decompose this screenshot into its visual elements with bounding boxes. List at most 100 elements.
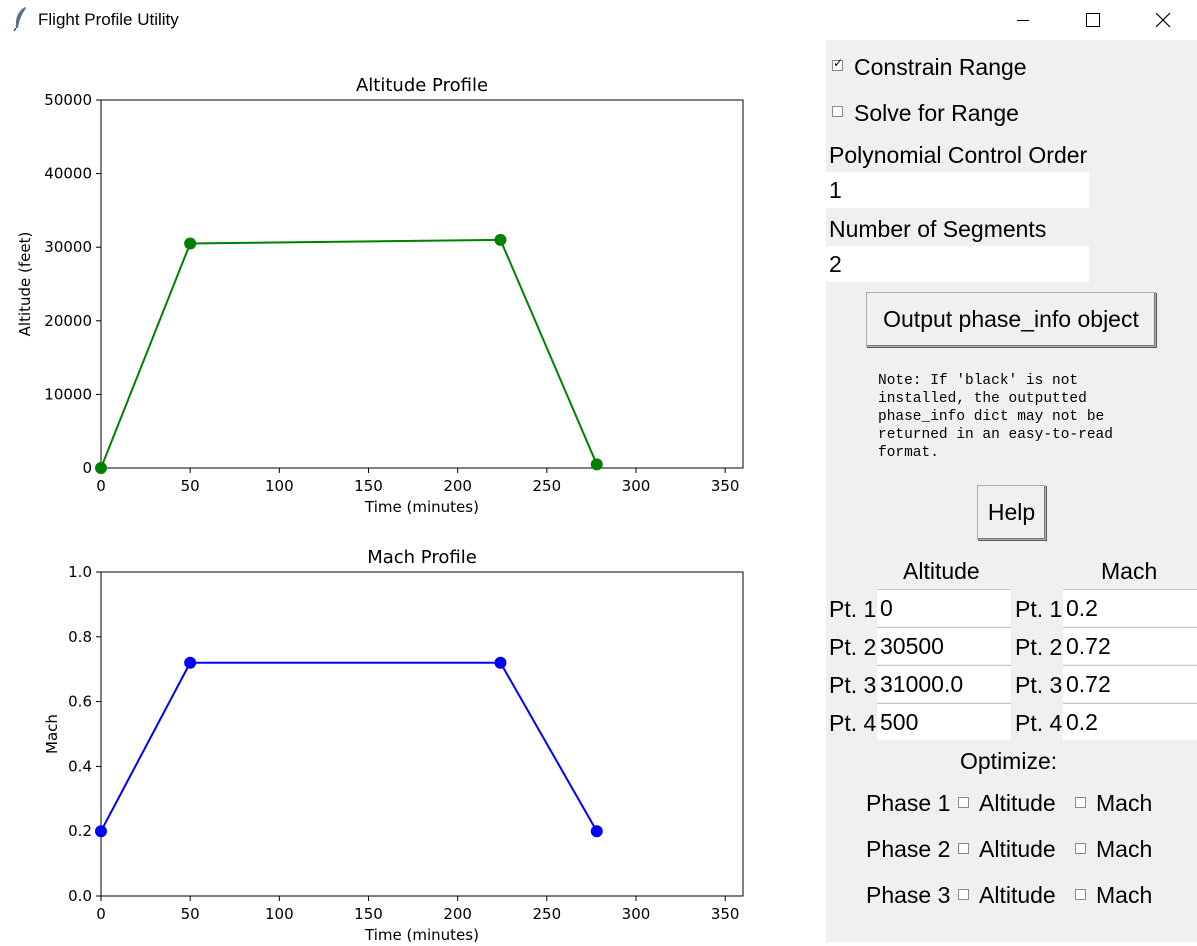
- note-line: Note: If 'black' is not: [878, 373, 1079, 389]
- altitude-line-segment: [100, 243, 192, 469]
- mach-x-tick-label: 0: [96, 905, 106, 923]
- altitude-y-tick-label: 50000: [44, 91, 92, 109]
- altitude-y-tick-label: 0: [82, 459, 92, 477]
- output-phase-info-button[interactable]: Output phase_info object: [866, 292, 1156, 347]
- phase-3-label: Phase 3: [866, 882, 951, 908]
- altitude-line-segment: [190, 238, 501, 245]
- altitude-plot-frame: [100, 99, 744, 469]
- solve-for-range-label[interactable]: Solve for Range: [854, 100, 1019, 126]
- polynomial-order-input[interactable]: [826, 172, 1089, 208]
- point-4-mach-input[interactable]: [1063, 703, 1197, 740]
- point-1-altitude-input[interactable]: [877, 589, 1011, 626]
- phase-1-label: Phase 1: [866, 790, 951, 816]
- constrain-range-checkbox[interactable]: [832, 56, 843, 71]
- phase-2-altitude-label[interactable]: Altitude: [979, 836, 1056, 862]
- altitude-data-point: [95, 462, 107, 474]
- point-3-mach-input[interactable]: [1063, 665, 1197, 702]
- altitude-x-tick-label: 250: [533, 477, 562, 495]
- altitude-data-point: [494, 233, 507, 246]
- altitude-x-tick-label: 150: [354, 477, 383, 495]
- altitude-x-tick-label: 0: [96, 477, 106, 495]
- close-icon: [1155, 12, 1171, 28]
- point-2-altitude-input[interactable]: [877, 627, 1011, 664]
- altitude-x-axis-label: Time (minutes): [364, 498, 479, 516]
- phase-2-mach-label[interactable]: Mach: [1096, 836, 1153, 862]
- mach-data-point: [184, 656, 197, 669]
- phase-1-mach-checkbox[interactable]: [1075, 797, 1086, 808]
- phase-3-altitude-checkbox[interactable]: [958, 889, 969, 900]
- mach-data-point: [95, 825, 107, 838]
- solve-for-range-checkbox[interactable]: [832, 106, 843, 117]
- note-line: format.: [878, 445, 939, 461]
- mach-y-tick-label: 0.4: [68, 757, 92, 775]
- mach-y-axis-label: Mach: [43, 714, 61, 754]
- mach-column-header: Mach: [1101, 558, 1158, 584]
- altitude-y-tick-label: 30000: [44, 238, 92, 256]
- point-3-altitude-input[interactable]: [877, 665, 1011, 702]
- point-3-altitude-label: Pt. 3: [829, 672, 877, 698]
- altitude-x-tick-label: 50: [181, 477, 200, 495]
- mach-x-tick-label: 300: [622, 905, 651, 923]
- mach-y-tick-label: 0.0: [68, 887, 92, 905]
- help-button[interactable]: Help: [977, 485, 1046, 540]
- phase-2-label: Phase 2: [866, 836, 951, 862]
- altitude-chart-title: Altitude Profile: [356, 75, 488, 96]
- altitude-line-segment: [499, 239, 598, 465]
- point-2-mach-label: Pt. 2: [1015, 634, 1063, 660]
- close-button[interactable]: [1128, 0, 1197, 40]
- window-title: Flight Profile Utility: [38, 10, 179, 29]
- mach-x-tick-label: 250: [533, 905, 562, 923]
- mach-line-segment: [499, 662, 598, 832]
- note-line: installed, the outputted: [878, 391, 1087, 407]
- phase-3-altitude-label[interactable]: Altitude: [979, 882, 1056, 908]
- app-feather-icon: [13, 7, 26, 32]
- altitude-x-tick-label: 300: [622, 477, 651, 495]
- point-1-mach-input[interactable]: [1063, 589, 1197, 626]
- phase-2-altitude-checkbox[interactable]: [958, 843, 969, 854]
- point-2-mach-input[interactable]: [1063, 627, 1197, 664]
- note-line: returned in an easy-to-read: [878, 427, 1113, 443]
- phase-1-altitude-label[interactable]: Altitude: [979, 790, 1056, 816]
- mach-data-point: [590, 825, 603, 838]
- polynomial-order-label: Polynomial Control Order: [829, 142, 1088, 168]
- altitude-data-point: [590, 458, 603, 471]
- maximize-button[interactable]: [1058, 0, 1128, 40]
- mach-y-tick-label: 0.6: [68, 693, 92, 711]
- altitude-y-tick-label: 40000: [44, 165, 92, 183]
- altitude-x-tick-label: 200: [443, 477, 472, 495]
- minimize-icon: [1017, 20, 1029, 21]
- minimize-button[interactable]: [988, 0, 1058, 40]
- phase-1-altitude-checkbox[interactable]: [958, 797, 969, 808]
- point-2-altitude-label: Pt. 2: [829, 634, 877, 660]
- maximize-icon: [1086, 13, 1100, 27]
- mach-line-segment: [100, 662, 192, 832]
- point-4-altitude-input[interactable]: [877, 703, 1011, 740]
- mach-data-point: [494, 656, 507, 669]
- phase-1-mach-label[interactable]: Mach: [1096, 790, 1153, 816]
- mach-chart-title: Mach Profile: [367, 547, 477, 568]
- mach-x-tick-label: 200: [443, 905, 472, 923]
- profiles-figure: Altitude Profile 0 50 100 150 200 250 300 350 0 10…: [16, 75, 744, 944]
- plots-area: Altitude Profile 0 50 100 150 200 250 300 350 0 10…: [0, 40, 826, 944]
- mach-x-axis-label: Time (minutes): [364, 926, 479, 942]
- constrain-range-label[interactable]: Constrain Range: [854, 54, 1027, 80]
- point-4-altitude-label: Pt. 4: [829, 710, 877, 736]
- altitude-y-tick-label: 10000: [44, 385, 92, 403]
- black-install-note: Note: If 'black' is not installed, the o…: [878, 372, 1178, 462]
- mach-x-tick-label: 50: [181, 905, 200, 923]
- mach-plot-frame: [100, 571, 744, 897]
- altitude-x-tick-label: 100: [265, 477, 294, 495]
- altitude-data-point: [184, 237, 197, 250]
- title-bar: Flight Profile Utility: [0, 0, 1197, 40]
- mach-x-tick-label: 350: [711, 905, 740, 923]
- point-4-mach-label: Pt. 4: [1015, 710, 1063, 736]
- mach-x-tick-label: 100: [265, 905, 294, 923]
- altitude-y-axis-label: Altitude (feet): [16, 232, 34, 337]
- point-3-mach-label: Pt. 3: [1015, 672, 1063, 698]
- phase-2-mach-checkbox[interactable]: [1075, 843, 1086, 854]
- phase-3-mach-checkbox[interactable]: [1075, 889, 1086, 900]
- mach-y-tick-label: 0.2: [68, 822, 92, 840]
- segments-input[interactable]: [826, 246, 1089, 282]
- altitude-y-tick-label: 20000: [44, 312, 92, 330]
- phase-3-mach-label[interactable]: Mach: [1096, 882, 1153, 908]
